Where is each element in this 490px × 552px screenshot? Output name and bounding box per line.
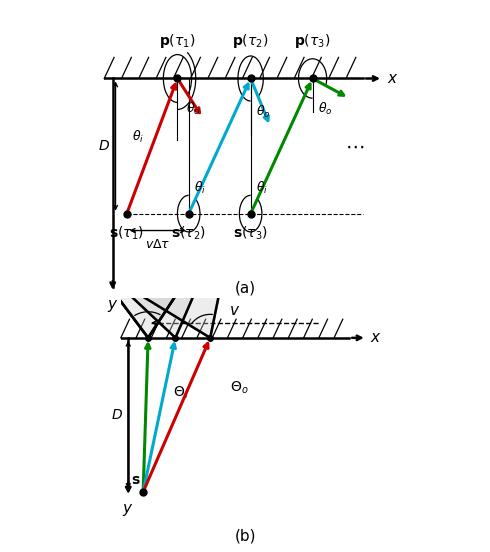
Text: $y$: $y$	[107, 298, 119, 314]
Text: $v\Delta\tau$: $v\Delta\tau$	[145, 237, 171, 251]
Text: $\mathbf{p}(\tau_1)$: $\mathbf{p}(\tau_1)$	[159, 33, 196, 50]
Text: $\mathbf{s}(\tau_1)$: $\mathbf{s}(\tau_1)$	[109, 225, 144, 242]
Wedge shape	[86, 233, 205, 338]
Text: (b): (b)	[234, 529, 256, 544]
Text: $\mathbf{s}$: $\mathbf{s}$	[131, 473, 141, 487]
Text: $\theta_i$: $\theta_i$	[132, 129, 144, 145]
Text: (a): (a)	[234, 280, 256, 295]
Text: $x$: $x$	[370, 330, 382, 346]
Text: $y$: $y$	[122, 502, 134, 518]
Text: $\cdots$: $\cdots$	[345, 136, 365, 156]
Text: $D$: $D$	[111, 408, 123, 422]
Text: $\mathbf{s}(\tau_2)$: $\mathbf{s}(\tau_2)$	[172, 225, 206, 242]
Text: $\theta_o$: $\theta_o$	[318, 101, 333, 117]
Text: $\mathbf{s}(\tau_3)$: $\mathbf{s}(\tau_3)$	[233, 225, 268, 242]
Text: $\Theta_i$: $\Theta_i$	[173, 384, 189, 401]
Text: $D$: $D$	[98, 139, 110, 153]
Text: $v$: $v$	[229, 303, 241, 318]
Wedge shape	[99, 233, 217, 338]
Text: $x$: $x$	[387, 71, 399, 86]
Text: $\mathbf{p}(\tau_2)$: $\mathbf{p}(\tau_2)$	[232, 33, 269, 50]
Text: $\theta_i$: $\theta_i$	[195, 181, 206, 197]
Text: $\mathbf{p}(\tau_3)$: $\mathbf{p}(\tau_3)$	[294, 33, 331, 50]
Wedge shape	[121, 233, 231, 338]
Text: $\theta_i$: $\theta_i$	[256, 181, 269, 197]
Text: $\theta_o$: $\theta_o$	[256, 104, 271, 120]
Text: $\theta_o$: $\theta_o$	[186, 101, 200, 117]
Text: $\Theta_o$: $\Theta_o$	[230, 379, 248, 396]
